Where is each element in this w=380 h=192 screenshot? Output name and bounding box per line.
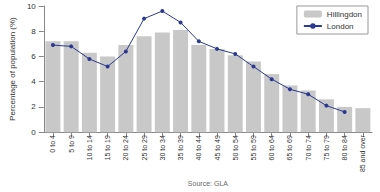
svg-text:65 to 69: 65 to 69 xyxy=(286,135,293,160)
svg-text:35 to 39: 35 to 39 xyxy=(177,135,184,160)
svg-text:15 to 19: 15 to 19 xyxy=(104,135,111,160)
svg-text:70 to 74: 70 to 74 xyxy=(305,135,312,160)
svg-text:75 to 79: 75 to 79 xyxy=(323,135,330,160)
svg-text:4: 4 xyxy=(31,77,36,86)
svg-text:0: 0 xyxy=(31,128,36,137)
svg-text:10: 10 xyxy=(27,2,36,11)
svg-text:8: 8 xyxy=(31,27,36,36)
svg-text:50 to 54: 50 to 54 xyxy=(232,135,239,160)
svg-text:60 to 64: 60 to 64 xyxy=(268,135,275,160)
svg-text:London: London xyxy=(327,22,354,31)
svg-text:10 to 14: 10 to 14 xyxy=(86,135,93,160)
svg-text:45 to 49: 45 to 49 xyxy=(214,135,221,160)
svg-text:85 and over: 85 and over xyxy=(359,134,366,172)
svg-text:0 to 4: 0 to 4 xyxy=(49,135,56,153)
svg-text:20 to 24: 20 to 24 xyxy=(122,135,129,160)
svg-text:30 to 34: 30 to 34 xyxy=(159,135,166,160)
svg-text:25 to 29: 25 to 29 xyxy=(141,135,148,160)
svg-text:6: 6 xyxy=(31,52,36,61)
svg-text:40 to 44: 40 to 44 xyxy=(195,135,202,160)
svg-text:Hillingdon: Hillingdon xyxy=(327,10,362,19)
svg-text:Source: GLA: Source: GLA xyxy=(188,180,228,187)
svg-text:80 to 84: 80 to 84 xyxy=(341,135,348,160)
svg-text:55 to 59: 55 to 59 xyxy=(250,135,257,160)
svg-text:2: 2 xyxy=(31,102,36,111)
svg-text:5 to 9: 5 to 9 xyxy=(68,135,75,153)
svg-text:Percentage of population (%): Percentage of population (%) xyxy=(8,17,17,121)
